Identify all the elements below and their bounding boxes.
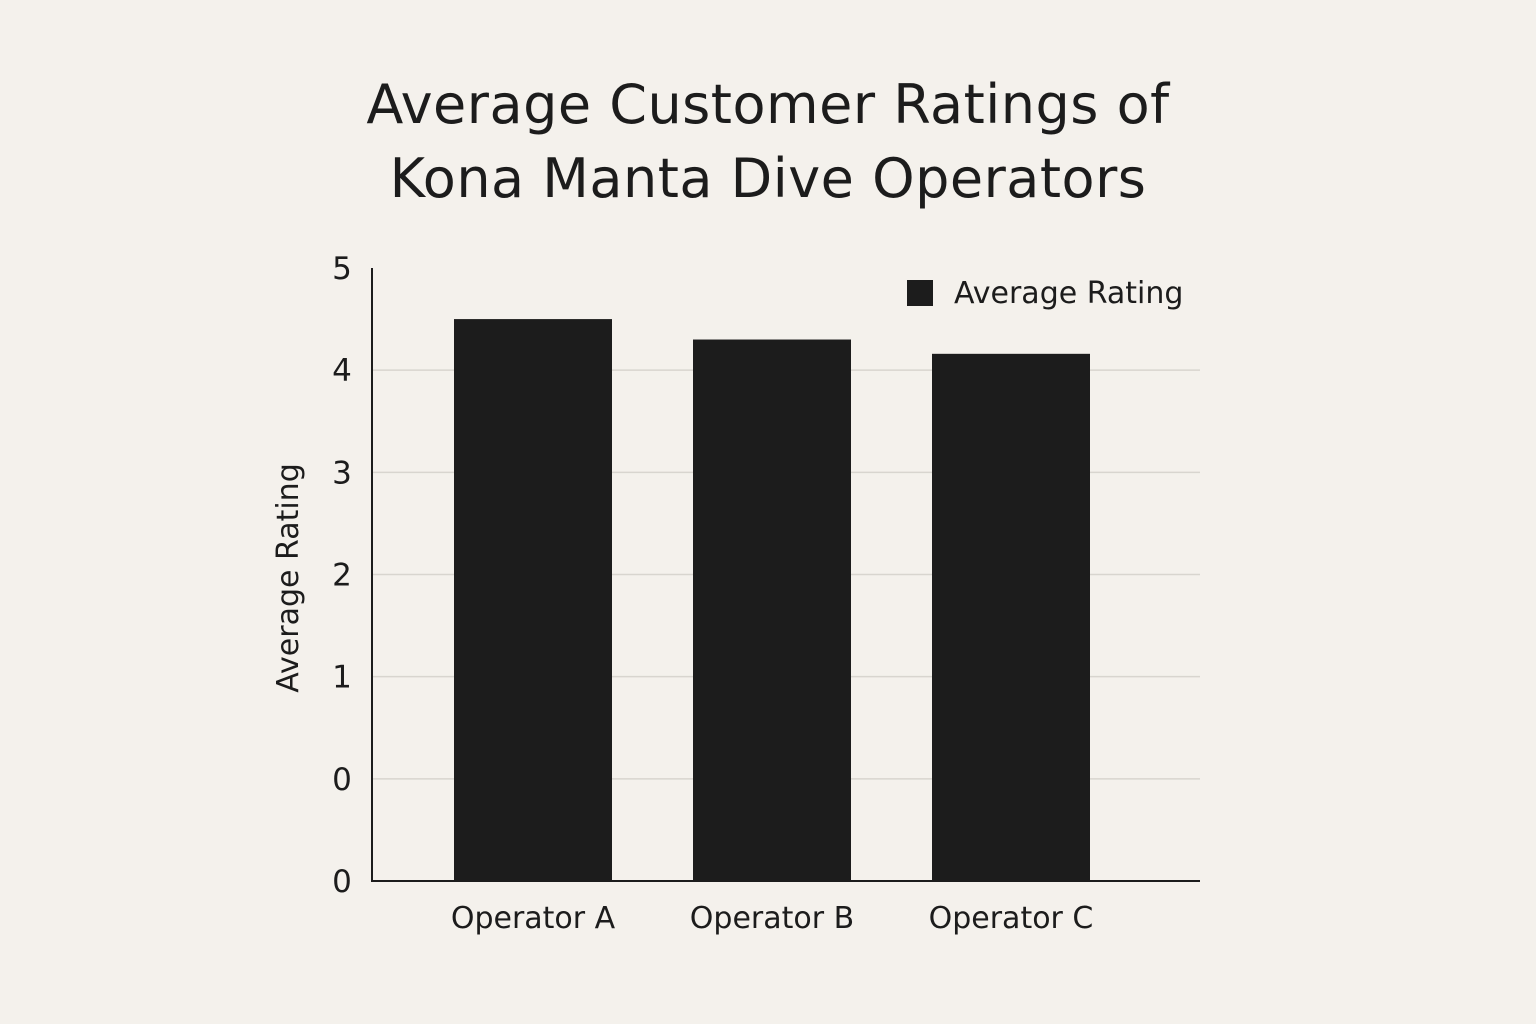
- legend-swatch: [907, 280, 933, 306]
- legend: Average Rating: [907, 276, 1183, 311]
- y-tick-label: 4: [332, 353, 352, 389]
- bar-operator-a: [454, 319, 612, 881]
- bars: [454, 319, 1090, 881]
- y-tick-label: 1: [332, 660, 352, 696]
- y-tick-label: 0: [332, 762, 352, 798]
- axes: [371, 268, 1200, 882]
- y-tick-label: 2: [332, 558, 352, 594]
- chart-title-line-2: Kona Manta Dive Operators: [389, 147, 1147, 210]
- legend-label: Average Rating: [954, 276, 1183, 311]
- y-tick-labels: 0 0 1 2 3 4 5: [332, 251, 352, 900]
- x-tick-label: Operator B: [690, 901, 854, 936]
- x-tick-label: Operator A: [451, 901, 616, 936]
- y-axis-label: Average Rating: [271, 463, 306, 692]
- y-tick-label: 3: [332, 455, 352, 491]
- x-tick-label: Operator C: [929, 901, 1094, 936]
- bar-operator-c: [932, 353, 1090, 881]
- y-tick-label: 5: [332, 251, 352, 287]
- y-tick-label: 0: [332, 864, 352, 900]
- x-tick-labels: Operator A Operator B Operator C: [451, 901, 1094, 936]
- bar-operator-b: [693, 339, 851, 881]
- chart-title-line-1: Average Customer Ratings of: [366, 73, 1170, 136]
- chart-title: Average Customer Ratings of Kona Manta D…: [0, 68, 1536, 216]
